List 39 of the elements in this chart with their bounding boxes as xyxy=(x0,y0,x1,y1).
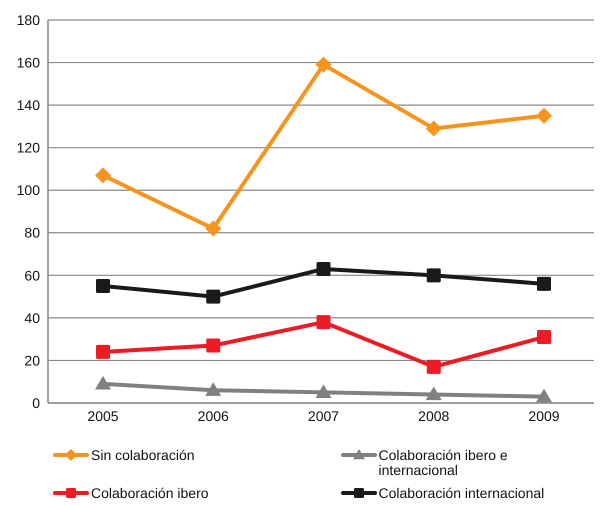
point xyxy=(316,384,332,398)
point xyxy=(206,290,220,304)
y-tick-label: 140 xyxy=(16,97,40,114)
point xyxy=(426,120,442,137)
legend-label: Colaboración ibero e internacional xyxy=(378,447,509,478)
x-tick-label: 2006 xyxy=(198,408,230,424)
legend-label: Colaboración internacional xyxy=(378,485,544,501)
point xyxy=(537,276,551,291)
y-tick-label: 160 xyxy=(16,54,40,71)
point xyxy=(316,56,332,73)
legend-label: Sin colaboración xyxy=(91,447,195,463)
point xyxy=(536,388,552,402)
x-tick-label: 2005 xyxy=(87,408,119,424)
point xyxy=(426,268,441,282)
y-tick-label: 0 xyxy=(32,394,40,411)
point xyxy=(426,386,442,400)
x-tick-label: 2007 xyxy=(308,408,340,424)
point xyxy=(316,315,330,330)
y-tick-label: 120 xyxy=(16,140,40,156)
point xyxy=(95,167,111,184)
legend-label: Colaboración ibero xyxy=(91,485,209,501)
x-tick-label: 2008 xyxy=(418,408,450,424)
point xyxy=(205,220,222,237)
y-tick-label: 60 xyxy=(24,267,40,284)
y-tick-label: 40 xyxy=(24,310,40,326)
y-tick-label: 20 xyxy=(24,352,40,368)
y-tick-label: 180 xyxy=(16,12,40,28)
point xyxy=(537,330,551,344)
point xyxy=(95,376,111,390)
point xyxy=(206,338,220,353)
point xyxy=(96,278,110,293)
point xyxy=(426,360,441,374)
point xyxy=(536,108,552,124)
x-tick-label: 2009 xyxy=(528,408,560,424)
point xyxy=(205,382,222,396)
point xyxy=(316,262,330,276)
y-tick-label: 100 xyxy=(16,182,40,198)
y-tick-label: 80 xyxy=(24,224,40,241)
point xyxy=(96,344,110,359)
